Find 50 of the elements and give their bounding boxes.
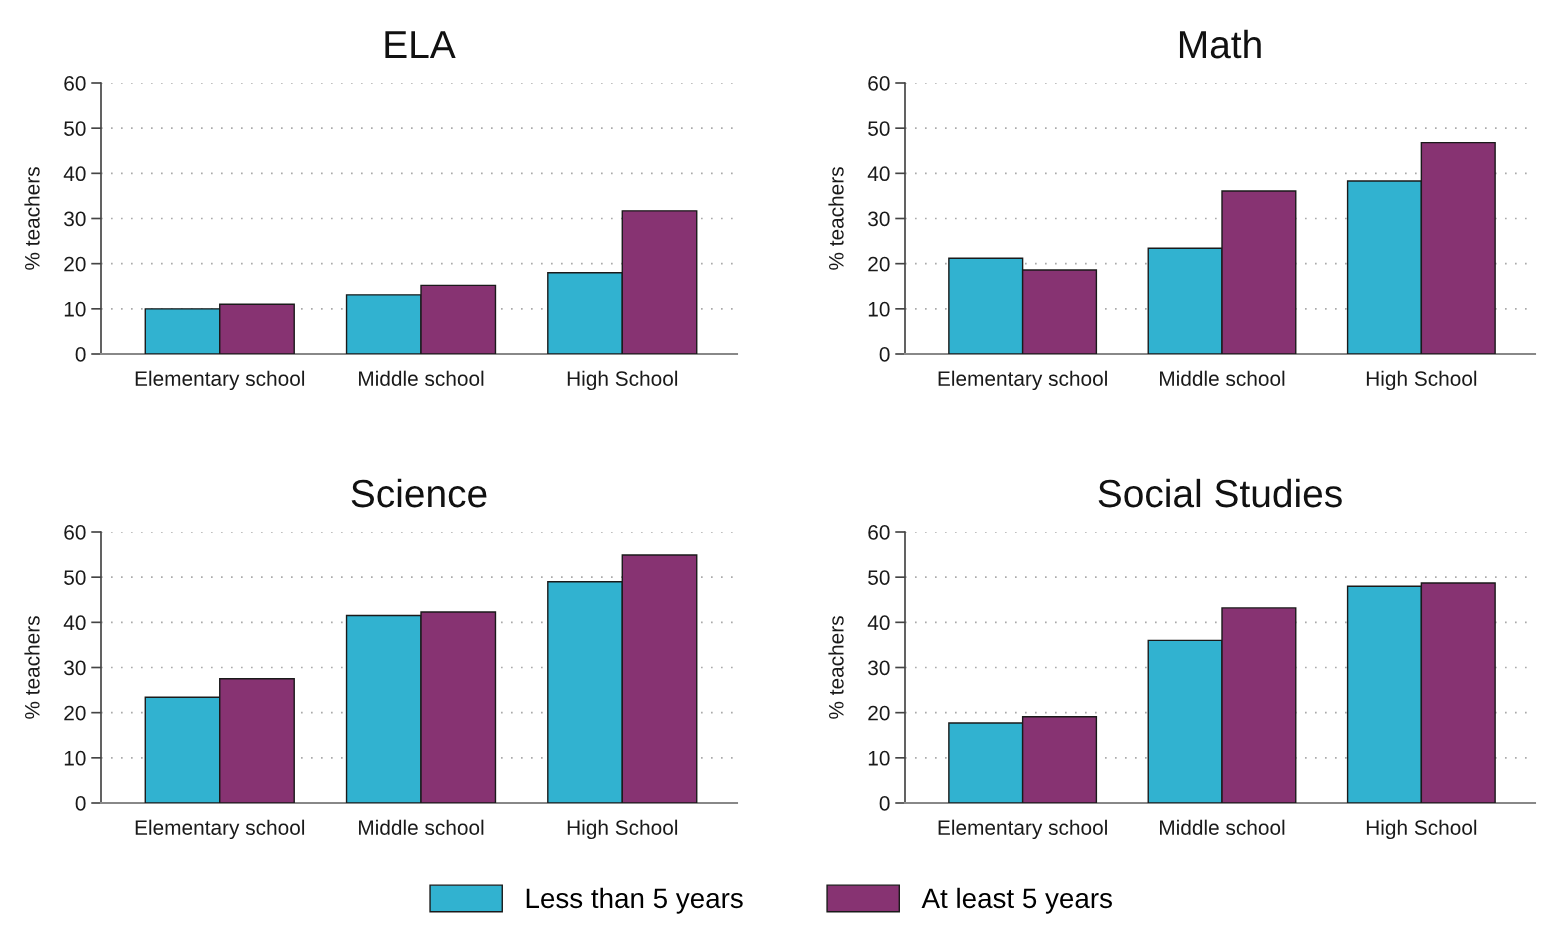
legend-label: At least 5 years — [921, 887, 1112, 914]
y-tick-label: 0 — [75, 347, 86, 362]
y-axis-title: % teachers — [24, 167, 40, 270]
x-tick-label: High School — [1366, 819, 1477, 840]
chart-title: Math — [1179, 29, 1261, 59]
chart-title: Science — [351, 478, 487, 508]
legend-label: Less than 5 years — [526, 887, 743, 914]
y-tick-label: 0 — [75, 796, 86, 811]
x-tick-label: Elementary school — [938, 819, 1107, 840]
y-tick-label: 50 — [64, 570, 86, 585]
y-tick-label: 40 — [867, 615, 890, 631]
y-tick-label: 30 — [868, 660, 890, 676]
y-axis-title: % teachers — [24, 616, 40, 719]
x-tick-label: Middle school — [359, 819, 484, 835]
y-axis-title: % teachers — [828, 167, 844, 270]
y-tick-label: 40 — [867, 166, 890, 182]
x-tick-label: Elementary school — [938, 370, 1107, 391]
x-tick-label: High School — [567, 370, 678, 391]
y-tick-label: 10 — [868, 301, 890, 317]
y-tick-label: 20 — [868, 705, 890, 721]
y-tick-label: 0 — [879, 796, 890, 811]
x-tick-label: Elementary school — [135, 819, 305, 840]
y-tick-label: 20 — [64, 256, 86, 272]
y-tick-label: 40 — [63, 615, 86, 631]
y-tick-label: 0 — [879, 347, 890, 362]
x-tick-label: High School — [567, 819, 678, 840]
chart-title: ELA — [385, 31, 456, 58]
y-tick-label: 60 — [64, 525, 86, 540]
y-axis-title: % teachers — [828, 616, 844, 719]
y-tick-label: 60 — [868, 525, 890, 540]
y-tick-label: 30 — [64, 660, 86, 676]
x-tick-label: Middle school — [359, 370, 484, 386]
y-tick-label: 60 — [868, 76, 890, 91]
y-tick-label: 60 — [64, 76, 86, 91]
x-tick-label: Middle school — [1160, 370, 1285, 386]
chart-title: Social Studies — [1098, 478, 1342, 508]
y-tick-label: 10 — [868, 750, 890, 766]
y-tick-label: 20 — [64, 705, 86, 721]
y-tick-label: 20 — [868, 256, 890, 272]
y-tick-label: 50 — [868, 570, 890, 585]
y-tick-label: 10 — [64, 750, 86, 766]
x-tick-label: High School — [1366, 370, 1477, 391]
y-tick-label: 50 — [64, 121, 86, 136]
y-tick-label: 40 — [63, 166, 86, 182]
x-tick-label: Elementary school — [135, 370, 305, 391]
y-tick-label: 50 — [868, 121, 890, 136]
y-tick-label: 30 — [64, 211, 86, 227]
x-tick-label: Middle school — [1160, 819, 1285, 835]
y-tick-label: 10 — [64, 301, 86, 317]
y-tick-label: 30 — [868, 211, 890, 227]
